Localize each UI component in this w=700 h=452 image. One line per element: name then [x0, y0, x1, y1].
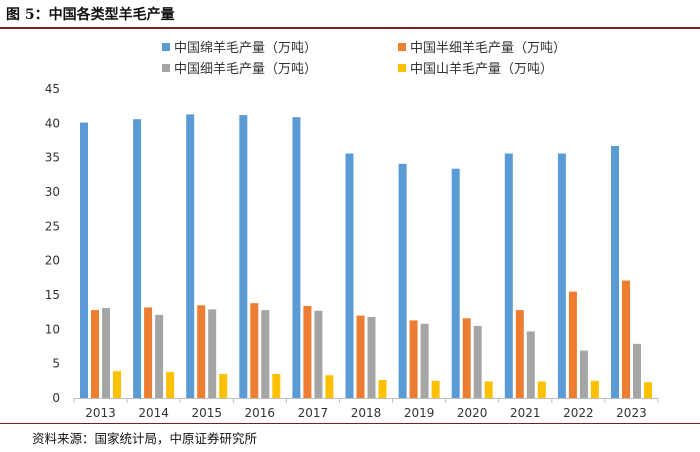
x-tick-label: 2014 [138, 406, 169, 420]
bar-2016-series-3 [261, 310, 270, 398]
source-note: 资料来源：国家统计局，中原证券研究所 [32, 431, 258, 446]
bar-2019-series-1 [398, 163, 407, 398]
bar-2018-series-4 [378, 380, 387, 398]
bar-2016-series-4 [272, 374, 281, 398]
bar-2022-series-4 [590, 380, 599, 398]
bar-2021-series-2 [515, 310, 524, 398]
legend-swatch-series-1 [162, 43, 170, 51]
bar-2014-series-3 [155, 314, 164, 398]
bar-2015-series-1 [186, 114, 195, 399]
y-tick-label: 35 [45, 151, 60, 165]
bar-2018-series-3 [367, 317, 376, 398]
source-divider [0, 423, 700, 424]
bar-2013-series-2 [91, 310, 99, 398]
legend-label-series-4: 中国山羊毛产量（万吨） [410, 61, 553, 77]
bar-2019-series-2 [409, 320, 418, 398]
y-axis: 0 5 10 15 20 25 30 35 40 45 [45, 82, 60, 405]
y-tick-label: 25 [45, 219, 60, 233]
y-tick-label: 45 [45, 82, 60, 96]
bar-2015-series-3 [208, 309, 217, 398]
y-tick-label: 0 [52, 391, 60, 405]
bar-2013-series-4 [113, 371, 121, 398]
x-axis: 2013 2014 2015 2016 2017 2018 2019 2020 2021 2022… [73, 398, 659, 420]
bar-2017-series-2 [303, 306, 312, 398]
bar-2017-series-3 [314, 310, 323, 398]
legend-swatch-series-3 [162, 64, 170, 72]
legend-label-series-3: 中国细羊毛产量（万吨） [174, 61, 317, 77]
bar-2014-series-4 [166, 371, 175, 398]
x-tick-label: 2021 [510, 406, 541, 420]
legend-label-series-1: 中国绵羊毛产量（万吨） [174, 40, 317, 56]
bar-2013-series-1 [80, 122, 88, 398]
bar-2021-series-1 [504, 153, 513, 398]
bar-2019-series-4 [431, 380, 440, 398]
bar-2014-series-2 [144, 307, 153, 398]
bar-2020-series-4 [484, 381, 493, 398]
bar-2023-series-4 [644, 382, 652, 398]
bar-2020-series-2 [462, 318, 471, 398]
bar-2021-series-3 [526, 331, 535, 398]
bar-2023-series-3 [633, 343, 641, 398]
bar-chart: 中国绵羊毛产量（万吨） 中国半细羊毛产量（万吨） 中国细羊毛产量（万吨） 中国山羊毛产… [45, 40, 659, 420]
legend-label-series-2: 中国半细羊毛产量（万吨） [410, 40, 566, 56]
bar-2017-series-1 [292, 117, 301, 398]
y-tick-label: 20 [45, 254, 60, 268]
x-tick-label: 2022 [563, 406, 594, 420]
y-tick-label: 15 [45, 288, 60, 302]
x-tick-label: 2018 [351, 406, 382, 420]
x-tick-label: 2020 [457, 406, 488, 420]
y-tick-label: 40 [45, 116, 60, 130]
bar-2020-series-1 [451, 168, 460, 398]
bar-2014-series-1 [133, 119, 142, 398]
bar-2019-series-3 [420, 323, 429, 398]
x-tick-label: 2015 [191, 406, 222, 420]
title-divider [0, 27, 700, 29]
x-tick-label: 2016 [245, 406, 276, 420]
bar-2021-series-4 [537, 381, 546, 398]
bar-2022-series-1 [557, 153, 566, 398]
x-tick-label: 2013 [85, 406, 116, 420]
legend-swatch-series-2 [398, 43, 406, 51]
bar-2016-series-2 [250, 303, 259, 398]
y-tick-label: 10 [45, 322, 60, 336]
bar-2013-series-3 [102, 308, 110, 398]
bars [80, 114, 652, 399]
y-tick-label: 5 [52, 357, 60, 371]
bar-2022-series-3 [579, 350, 588, 398]
bar-2017-series-4 [325, 375, 334, 398]
bar-2020-series-3 [473, 325, 482, 398]
legend: 中国绵羊毛产量（万吨） 中国半细羊毛产量（万吨） 中国细羊毛产量（万吨） 中国山羊毛产… [162, 40, 566, 77]
bar-2016-series-1 [239, 115, 248, 398]
bar-2018-series-2 [356, 315, 365, 398]
x-tick-label: 2017 [298, 406, 329, 420]
figure-title: 图 5：中国各类型羊毛产量 [6, 7, 175, 23]
y-tick-label: 30 [45, 185, 60, 199]
legend-swatch-series-4 [398, 64, 406, 72]
bar-2022-series-2 [568, 291, 577, 398]
bar-2015-series-2 [197, 305, 206, 398]
bar-2023-series-2 [622, 280, 630, 398]
bar-2015-series-4 [219, 374, 228, 398]
bar-2018-series-1 [345, 153, 354, 398]
x-tick-label: 2023 [616, 406, 647, 420]
bar-2023-series-1 [611, 146, 619, 398]
x-tick-label: 2019 [404, 406, 435, 420]
